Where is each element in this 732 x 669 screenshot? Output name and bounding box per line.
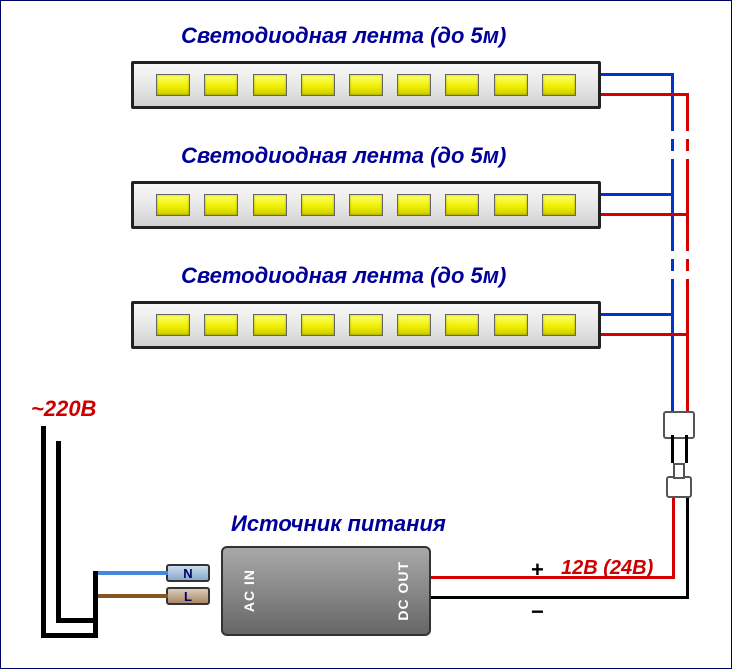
- wire-s1-red: [601, 93, 689, 96]
- wire-s2-blue: [601, 193, 674, 196]
- strip2-label: Светодиодная лента (до 5м): [181, 143, 506, 169]
- led: [204, 74, 238, 96]
- led: [542, 194, 576, 216]
- led: [156, 194, 190, 216]
- led: [253, 314, 287, 336]
- wire-l: [96, 594, 168, 598]
- led: [494, 74, 528, 96]
- led: [494, 194, 528, 216]
- wire-dc-black-h: [431, 596, 689, 599]
- dash-gap: [668, 251, 678, 259]
- dash-gap: [683, 251, 693, 259]
- minus-symbol: −: [531, 599, 544, 625]
- led: [349, 74, 383, 96]
- psu-title: Источник питания: [231, 511, 446, 537]
- led: [204, 314, 238, 336]
- psu-dc-out-text: DC OUT: [395, 561, 411, 621]
- led: [156, 74, 190, 96]
- wire-conn-b: [685, 435, 688, 463]
- led: [301, 74, 335, 96]
- wire-conn-a: [671, 435, 674, 463]
- led: [542, 314, 576, 336]
- led: [253, 194, 287, 216]
- led: [542, 74, 576, 96]
- led-strip-1: [131, 61, 601, 109]
- dash-gap: [683, 151, 693, 159]
- plus-symbol: +: [531, 557, 544, 583]
- led: [494, 314, 528, 336]
- led: [349, 314, 383, 336]
- wire-dc-red-v: [672, 498, 675, 578]
- led: [301, 314, 335, 336]
- wire-dc-black-v: [686, 498, 689, 598]
- wire-ac-inner-v: [56, 441, 61, 621]
- dash-gap: [668, 151, 678, 159]
- wire-ac-outer-h: [41, 633, 96, 638]
- led: [445, 314, 479, 336]
- wire-ac-inner-h: [56, 618, 96, 623]
- led: [397, 194, 431, 216]
- led: [445, 74, 479, 96]
- led-strip-2: [131, 181, 601, 229]
- wire-n: [96, 571, 168, 575]
- strip1-label: Светодиодная лента (до 5м): [181, 23, 506, 49]
- connector-pin: [673, 463, 685, 479]
- led: [204, 194, 238, 216]
- wire-s2-red: [601, 213, 689, 216]
- connector-male: [666, 476, 692, 498]
- connector-female: [663, 411, 695, 439]
- dash-gap: [683, 271, 693, 279]
- dash-gap: [668, 271, 678, 279]
- wire-ac-join: [93, 571, 98, 638]
- wire-s3-red: [601, 333, 689, 336]
- led: [349, 194, 383, 216]
- dash-gap: [668, 131, 678, 139]
- psu-ac-in-text: AC IN: [241, 569, 257, 612]
- led: [397, 314, 431, 336]
- led-strip-3: [131, 301, 601, 349]
- led: [301, 194, 335, 216]
- led: [397, 74, 431, 96]
- wire-s1-blue: [601, 73, 674, 76]
- led: [445, 194, 479, 216]
- input-voltage-label: ~220В: [31, 396, 96, 422]
- wire-s3-blue: [601, 313, 674, 316]
- dash-gap: [683, 131, 693, 139]
- l-terminal: L: [166, 587, 210, 605]
- n-terminal: N: [166, 564, 210, 582]
- wire-ac-outer-v: [41, 426, 46, 636]
- strip3-label: Светодиодная лента (до 5м): [181, 263, 506, 289]
- power-supply: AC IN DC OUT: [221, 546, 431, 636]
- led: [156, 314, 190, 336]
- led: [253, 74, 287, 96]
- output-voltage-label: 12В (24В): [561, 557, 653, 580]
